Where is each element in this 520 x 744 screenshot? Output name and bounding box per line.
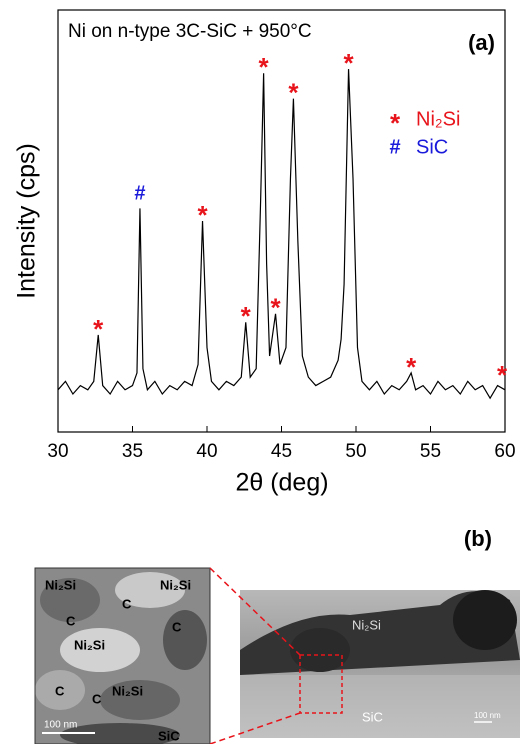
plot-frame xyxy=(57,9,506,433)
x-axis-label: 2θ (deg) xyxy=(235,469,328,497)
inset-label: C xyxy=(66,613,76,628)
main-label: Ni₂Si xyxy=(352,617,381,632)
inset-label: Ni₂Si xyxy=(74,637,105,652)
inset-label: Ni₂Si xyxy=(45,577,76,592)
legend-label: SiC xyxy=(416,136,448,158)
x-tick-label: 60 xyxy=(494,441,515,462)
peak-mark: * xyxy=(497,360,508,390)
xrd-line xyxy=(57,69,506,400)
peak-mark: * xyxy=(406,352,417,382)
panel-label: (a) xyxy=(468,30,495,55)
inset-label: C xyxy=(122,596,132,611)
inset-label: C xyxy=(92,691,102,706)
chart-title: Ni on n-type 3C-SiC + 950°C xyxy=(68,21,312,42)
peak-mark: * xyxy=(343,48,354,78)
panel-label: (b) xyxy=(464,526,492,551)
x-tick-label: 55 xyxy=(420,441,441,462)
inset-label: Ni₂Si xyxy=(160,577,191,592)
main-label: SiC xyxy=(362,709,383,724)
x-tick-label: 50 xyxy=(345,441,366,462)
y-axis-label: Intensity (cps) xyxy=(13,143,41,299)
scale-label: 100 nm xyxy=(474,711,501,720)
tem-inset xyxy=(34,567,211,744)
x-tick-label: 40 xyxy=(196,441,217,462)
peak-mark: * xyxy=(288,77,299,107)
inset-label: Ni₂Si xyxy=(112,683,143,698)
scale-label: 100 nm xyxy=(44,720,77,731)
peak-mark: * xyxy=(93,314,104,344)
inset-label: C xyxy=(172,619,182,634)
inset-label: SiC xyxy=(158,728,180,743)
peak-mark: * xyxy=(270,293,281,323)
x-tick-label: 45 xyxy=(271,441,292,462)
legend-symbol: # xyxy=(389,136,400,158)
peak-mark: * xyxy=(241,301,252,331)
legend-label: Ni₂Si xyxy=(416,108,460,130)
tem-main xyxy=(209,567,520,744)
x-tick-label: 30 xyxy=(47,441,68,462)
legend-symbol: * xyxy=(390,108,401,138)
peak-mark: * xyxy=(197,200,208,230)
x-tick-label: 35 xyxy=(122,441,143,462)
peak-mark: * xyxy=(259,52,270,82)
inset-label: C xyxy=(55,683,65,698)
peak-mark: # xyxy=(134,183,145,205)
xrd-plot: 30 35 40 45 50 55 60*#******* ** Ni₂Si# SiC xyxy=(47,48,515,462)
